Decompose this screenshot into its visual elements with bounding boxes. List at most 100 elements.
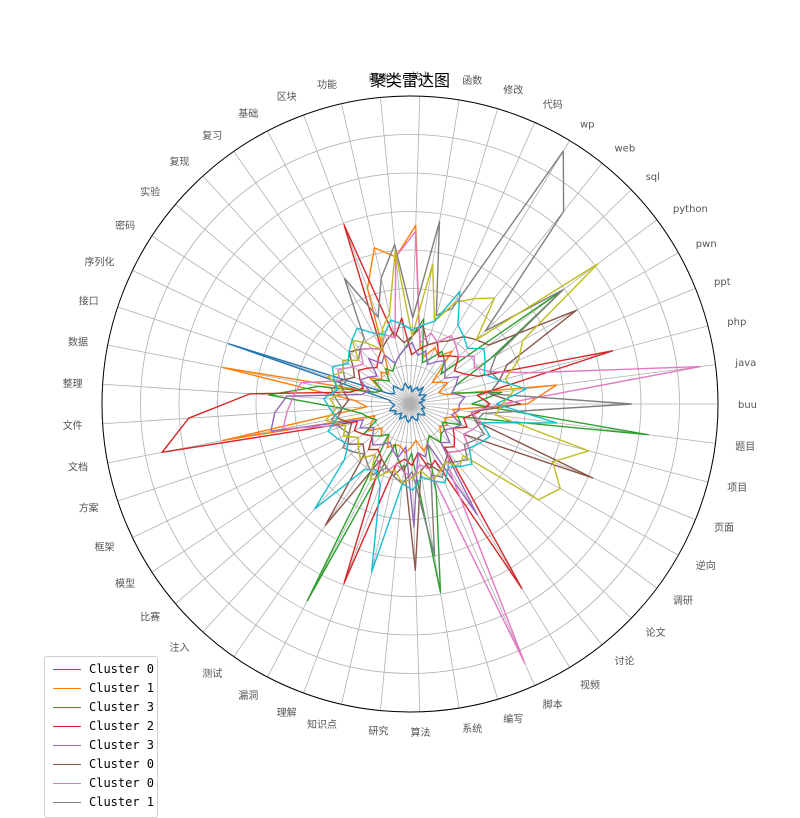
grid-spoke [409,252,679,405]
legend-swatch [53,707,81,708]
grid-spoke [409,162,603,405]
grid-spoke [409,364,716,405]
legend-label: Cluster 3 [89,700,155,714]
legend-label: Cluster 1 [89,795,155,809]
legend-label: Cluster 0 [89,757,155,771]
grid-spoke [102,403,411,425]
category-label: php [727,317,746,328]
category-label: 实验 [140,185,160,198]
category-label: 论文 [646,626,666,639]
grid-spoke [380,403,411,711]
category-label: 区块 [277,91,297,103]
category-label: 编写 [503,712,523,725]
grid-spoke [409,108,499,405]
grid-spoke [151,235,411,405]
series-line [330,150,632,557]
legend-swatch [53,745,81,746]
grid-spoke [409,403,632,619]
category-label: 关卡 [411,70,431,83]
series-line [267,289,649,602]
grid-spoke [233,151,411,405]
category-label: 漏洞 [238,690,258,702]
grid-spoke [409,403,679,556]
category-label: 调研 [673,595,693,607]
grid-spoke [202,403,411,633]
category-labels: buu java php ppt pwn python sql web wp 代码 修改 函数 关卡 前端… [63,70,757,739]
category-label: java [734,358,756,369]
legend-item: Cluster 1 [45,679,157,698]
legend-swatch [53,669,81,670]
grid-spoke [409,219,658,405]
category-label: 注入 [170,641,190,654]
category-label: python [673,204,708,215]
series-line [282,230,701,664]
legend-item: Cluster 1 [45,793,157,812]
legend-item: Cluster 2 [45,717,157,736]
grid-spoke [107,403,411,464]
category-label: 比赛 [140,611,160,624]
category-label: 函数 [462,74,482,87]
series-line [314,290,558,573]
legend-item: Cluster 3 [45,698,157,717]
category-label: wp [580,120,595,131]
grid-spoke [233,403,411,657]
grid-spoke [409,403,716,444]
grid-spoke [202,175,411,405]
category-label: 方案 [79,501,99,514]
grid-spoke [175,403,411,604]
category-label: 复习 [202,129,222,142]
category-label: 功能 [317,78,337,91]
category-label: 修改 [503,84,523,97]
category-label: 知识点 [307,718,337,731]
legend-item: Cluster 0 [45,755,157,774]
category-label: 页面 [714,522,734,534]
series-line [228,343,427,424]
category-label: 讨论 [615,654,635,667]
grid-spoke [151,403,411,573]
series-line [324,250,599,501]
legend-swatch [53,783,81,784]
category-label: buu [738,400,757,411]
legend-label: Cluster 3 [89,738,155,752]
grid-spoke [409,189,632,405]
radar-frame [101,95,719,713]
category-label: 序列化 [85,256,115,269]
category-label: 测试 [202,667,222,680]
grid-spoke [409,325,709,405]
grid-spoke [409,403,536,686]
category-label: 基础 [238,107,258,120]
legend-swatch [53,688,81,689]
grid-spoke [409,288,696,405]
grid-spoke [303,114,411,405]
category-label: 文档 [68,461,88,474]
category-label: 模型 [115,577,135,590]
category-label: 复现 [170,155,190,168]
series-line [161,224,614,590]
grid-spoke [132,270,411,405]
category-label: 逆向 [696,559,716,572]
grid-spoke [267,130,411,405]
grid-spoke [409,99,460,405]
category-label: 数据 [68,335,88,348]
category-label: 文件 [63,419,83,432]
legend-swatch [53,802,81,803]
legend-swatch [53,726,81,727]
radar-series [161,150,701,664]
category-label: 框架 [95,540,115,553]
category-label: 代码 [543,99,563,111]
category-label: 算法 [411,726,431,739]
category-label: 接口 [79,295,99,308]
chart-title: 聚类雷达图 [370,71,450,90]
category-label: 密码 [115,219,135,232]
grid-spoke [409,403,499,700]
category-label: 理解 [277,706,297,719]
legend-label: Cluster 1 [89,681,155,695]
grid-spoke [409,122,536,405]
series-line [270,341,478,528]
category-label: web [615,144,636,155]
category-label: pwn [696,239,717,250]
category-label: 前端 [369,72,389,85]
grid-spoke [303,403,411,694]
legend-label: Cluster 0 [89,662,155,676]
category-label: 视频 [580,679,600,692]
